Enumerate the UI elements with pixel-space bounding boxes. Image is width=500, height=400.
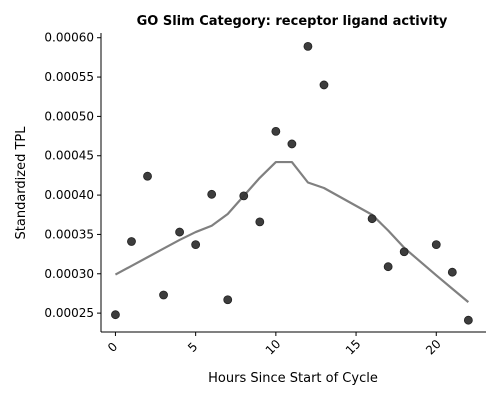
scatter-point xyxy=(239,191,249,201)
x-tick-label: 15 xyxy=(343,337,364,358)
x-tick-label: 20 xyxy=(423,337,444,358)
y-axis-ticks: 0.00025 0.00030 0.00035 0.00040 0.00045 0.000… xyxy=(44,31,101,320)
x-tick-label: 5 xyxy=(185,340,200,355)
scatter-point xyxy=(303,41,313,51)
y-tick-label: 0.00055 xyxy=(44,70,94,84)
y-tick-label: 0.00050 xyxy=(44,109,94,123)
x-axis-title: Hours Since Start of Cycle xyxy=(208,371,378,386)
trend-line-group xyxy=(114,160,470,303)
scatter-point xyxy=(143,171,152,181)
scatter-point xyxy=(255,217,265,227)
scatter-point xyxy=(383,262,393,272)
scatter-point xyxy=(271,126,281,136)
scatter-point xyxy=(367,214,377,224)
scatter-points-group xyxy=(111,41,473,325)
scatter-point xyxy=(207,189,217,199)
scatter-point xyxy=(191,240,201,250)
scatter-point xyxy=(127,237,136,246)
y-tick-label: 0.00040 xyxy=(44,188,94,202)
x-axis-ticks: 0 5 10 15 20 xyxy=(105,332,444,358)
scatter-point xyxy=(399,247,409,257)
scatter-point xyxy=(111,310,120,320)
scatter-point xyxy=(463,315,473,325)
y-tick-label: 0.00035 xyxy=(44,227,94,241)
chart-title: GO Slim Category: receptor ligand activi… xyxy=(137,14,448,29)
scatter-point xyxy=(447,267,457,277)
y-tick-label: 0.00025 xyxy=(44,306,94,320)
scatter-point xyxy=(319,80,329,90)
scatter-point xyxy=(431,240,441,250)
x-tick-label: 10 xyxy=(263,337,284,358)
scatter-point xyxy=(175,227,185,237)
scatter-point xyxy=(159,290,168,300)
scatter-point xyxy=(287,139,297,149)
trend-line xyxy=(114,160,470,303)
y-tick-label: 0.00030 xyxy=(44,267,94,281)
y-tick-label: 0.00060 xyxy=(44,31,94,45)
scatter-point xyxy=(223,295,233,305)
y-tick-label: 0.00045 xyxy=(44,149,94,163)
y-axis-title: Standardized TPL xyxy=(14,126,29,240)
x-tick-label: 0 xyxy=(105,340,120,355)
